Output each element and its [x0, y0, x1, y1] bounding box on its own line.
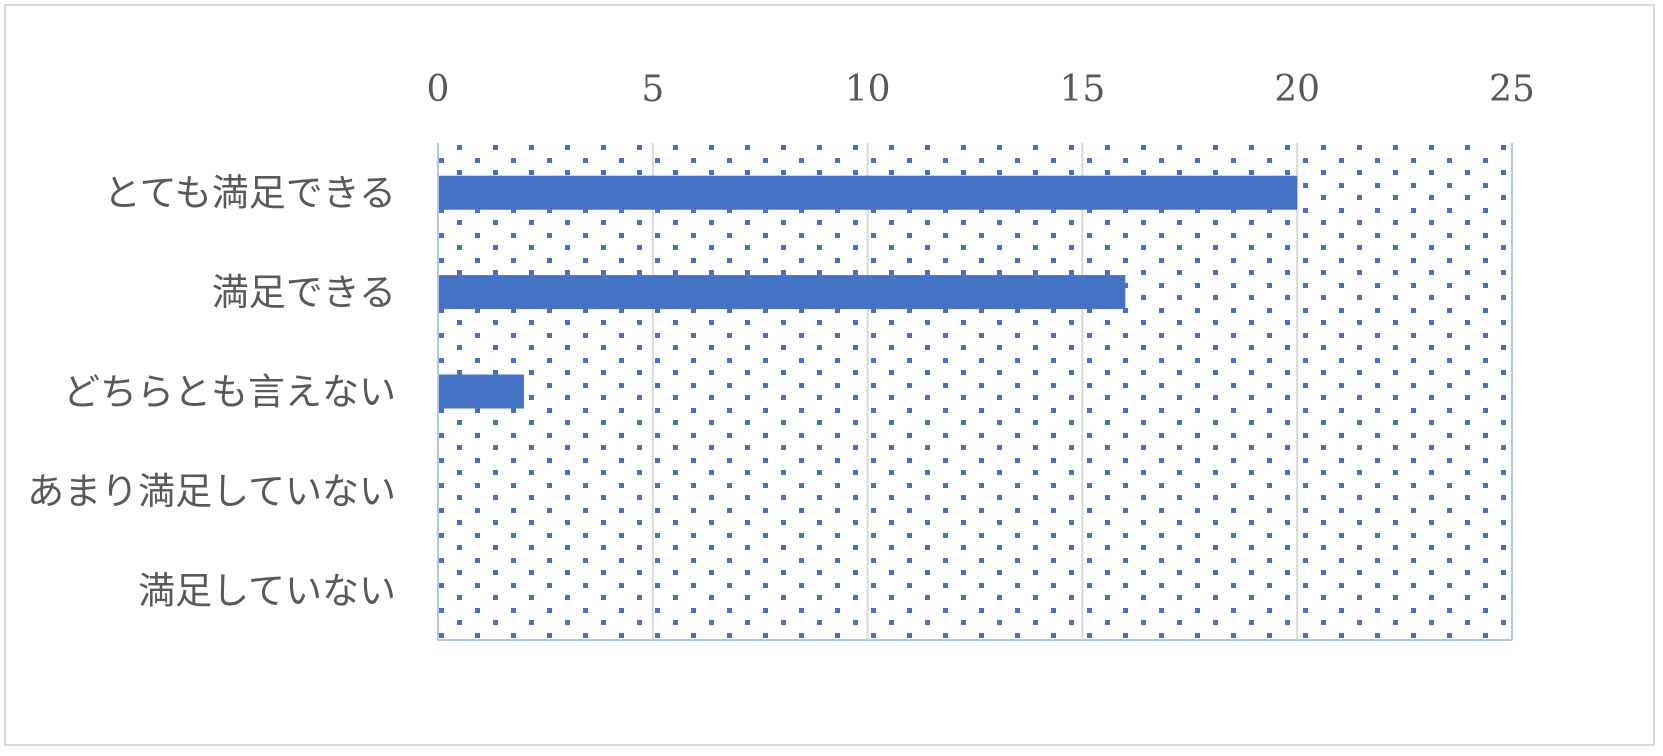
- bar: [438, 374, 524, 409]
- x-tick-label: 5: [641, 69, 664, 110]
- x-tick-label: 15: [1059, 69, 1105, 110]
- x-tick-label: 0: [427, 69, 450, 110]
- category-label: 満足できる: [212, 271, 396, 314]
- x-tick-label: 10: [845, 69, 891, 110]
- plot-area-dotted-fill: [438, 143, 1512, 640]
- category-label: どちらとも言えない: [63, 371, 396, 414]
- bars: [438, 175, 1298, 409]
- x-tick-label: 25: [1489, 69, 1535, 110]
- x-axis-tick-labels: 0 5 10 15 20 25: [427, 69, 1535, 110]
- category-label: とても満足できる: [104, 172, 396, 215]
- category-label: あまり満足していない: [27, 470, 396, 513]
- category-label: 満足していない: [138, 569, 396, 612]
- x-tick-label: 20: [1274, 69, 1320, 110]
- bar: [438, 175, 1298, 210]
- bar: [438, 275, 1126, 310]
- plot-border: [437, 143, 1513, 641]
- plot-background: [438, 143, 1512, 640]
